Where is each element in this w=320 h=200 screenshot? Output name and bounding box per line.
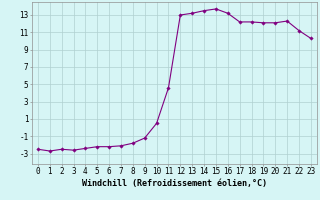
X-axis label: Windchill (Refroidissement éolien,°C): Windchill (Refroidissement éolien,°C) bbox=[82, 179, 267, 188]
